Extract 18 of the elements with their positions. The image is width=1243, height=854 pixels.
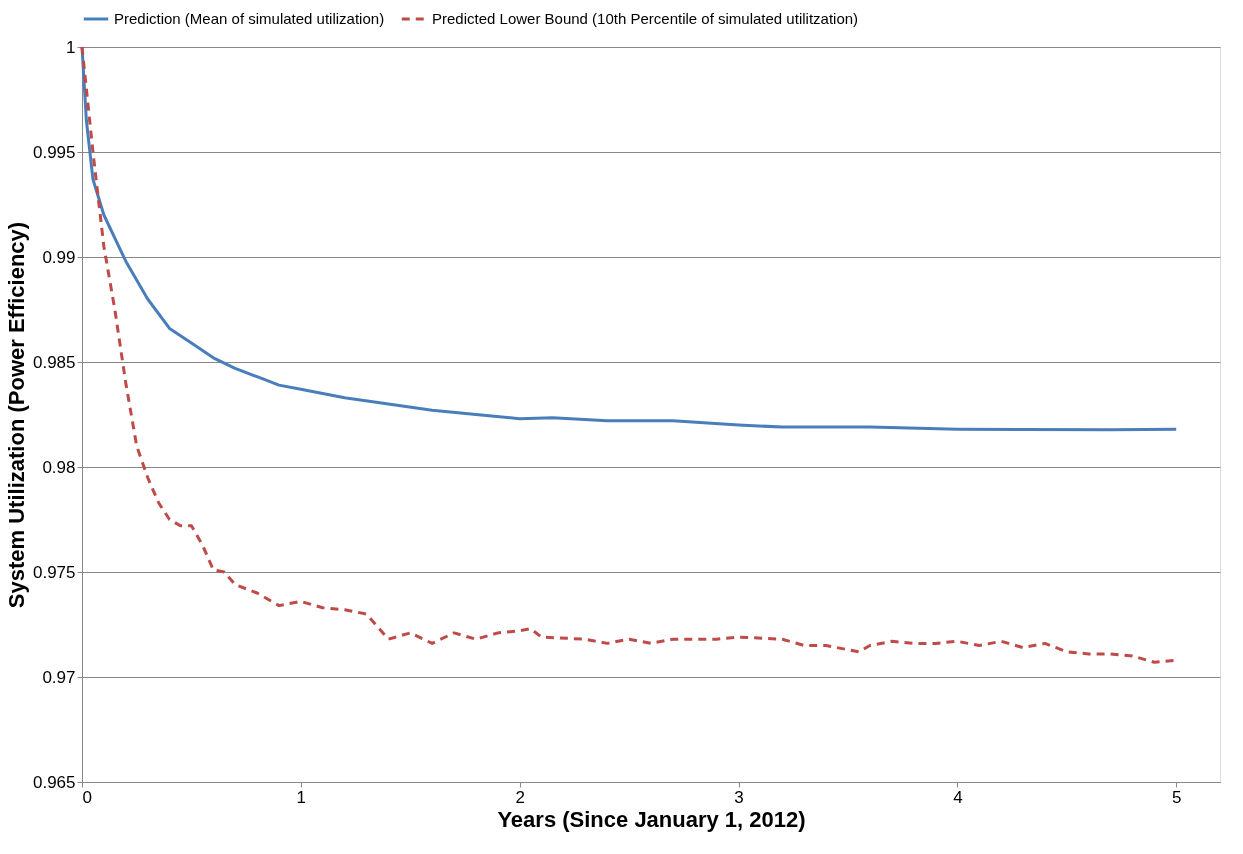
x-axis-title: Years (Since January 1, 2012) (497, 806, 806, 832)
y-tick-label: 0.985 (32, 352, 76, 372)
y-tick-label: 0.975 (32, 562, 76, 582)
x-tick-label: 4 (953, 787, 963, 807)
x-tick-label: 3 (734, 787, 744, 807)
y-axis-title: System Utilization (Power Efficiency) (3, 221, 29, 609)
y-tick-label: 0.995 (32, 142, 76, 162)
x-tick-label: 2 (515, 787, 525, 807)
y-tick-label: 1 (66, 37, 76, 57)
legend-label: Prediction (Mean of simulated utilization) (114, 10, 385, 27)
legend-label: Predicted Lower Bound (10th Percentile of simulated utilitzation) (432, 10, 859, 27)
y-tick-label: 0.965 (32, 772, 76, 792)
y-tick-label: 0.99 (42, 247, 76, 267)
y-tick-label: 0.98 (42, 457, 76, 477)
x-tick-label: 1 (296, 787, 307, 807)
x-tick-label: 5 (1172, 787, 1182, 807)
x-tick-label: 0 (82, 787, 92, 807)
y-tick-label: 0.97 (42, 667, 76, 687)
